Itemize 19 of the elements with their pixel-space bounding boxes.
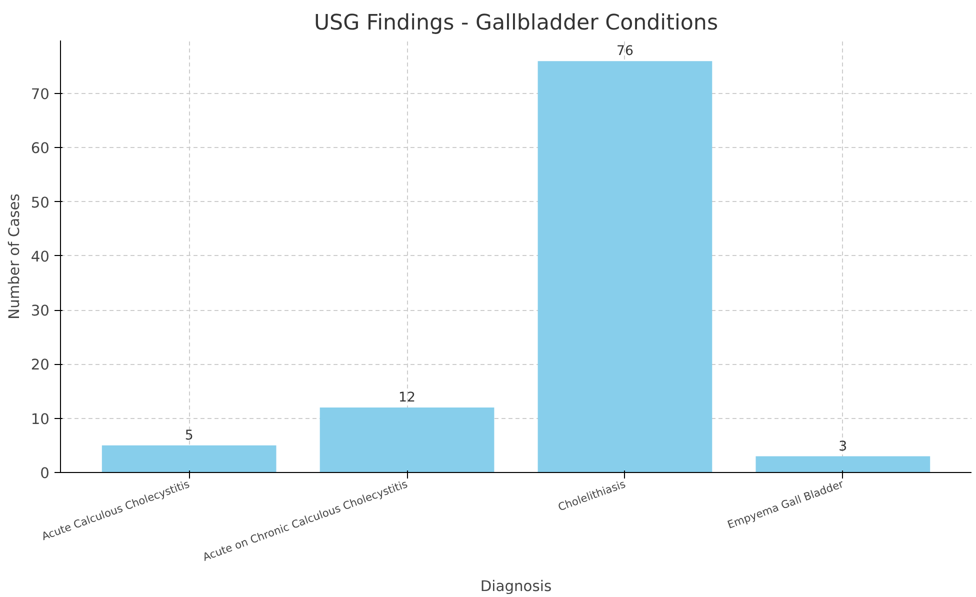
- data-label: 76: [616, 44, 634, 60]
- data-label: 12: [398, 390, 416, 406]
- y-tick-label: 0: [40, 465, 50, 482]
- y-tick-label: 50: [30, 194, 50, 212]
- chart-title: USG Findings - Gallbladder Conditions: [314, 10, 718, 36]
- bar: [320, 408, 494, 472]
- bar: [756, 456, 930, 472]
- y-axis-title: Number of Cases: [6, 194, 23, 320]
- y-tick-label: 10: [30, 410, 50, 428]
- y-tick-label: 70: [30, 86, 50, 104]
- bar: [102, 445, 276, 472]
- data-label: 5: [184, 428, 194, 444]
- y-tick-label: 30: [30, 302, 50, 320]
- x-axis-title: Diagnosis: [480, 578, 552, 595]
- y-tick-label: 20: [30, 356, 50, 374]
- y-tick-label: 60: [30, 140, 50, 158]
- data-label: 3: [838, 439, 848, 454]
- bar: [538, 61, 712, 472]
- y-tick-label: 40: [30, 248, 50, 266]
